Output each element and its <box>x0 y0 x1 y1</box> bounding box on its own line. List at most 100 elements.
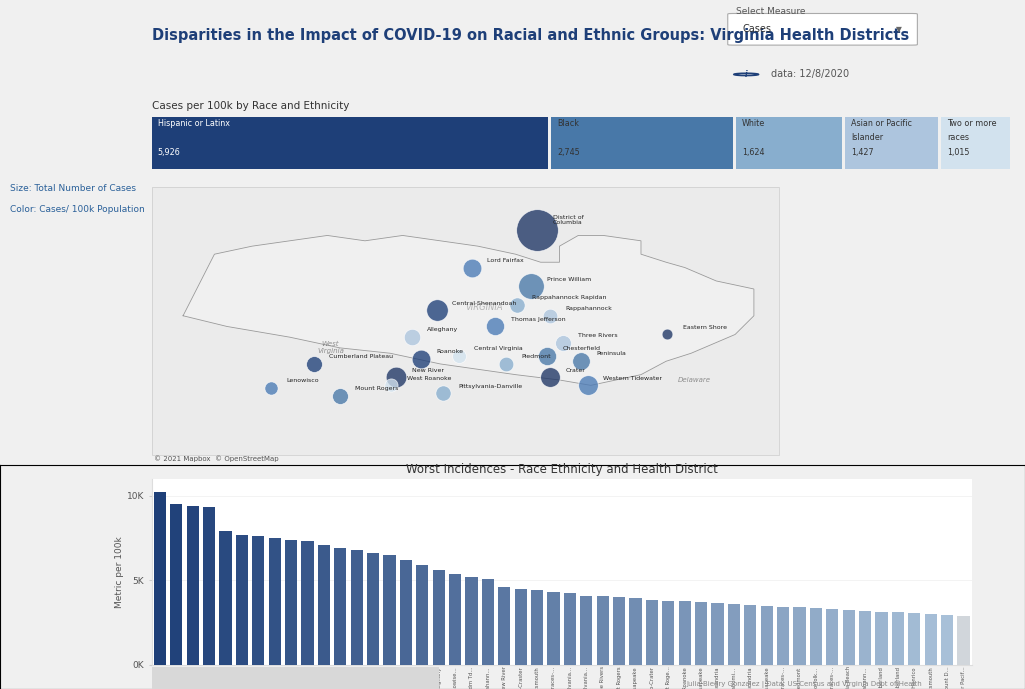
Point <box>383 380 400 391</box>
Bar <box>695 602 707 665</box>
Text: Chesterfield: Chesterfield <box>563 346 601 351</box>
Point <box>463 262 480 273</box>
Text: Asian or Pacific: Asian or Pacific <box>852 119 912 127</box>
Bar <box>728 604 740 665</box>
Bar <box>744 605 756 665</box>
Text: Hispanic or Latinx: Hispanic or Latinx <box>158 119 230 127</box>
Bar <box>416 565 428 665</box>
Point <box>413 353 429 364</box>
Text: Crater: Crater <box>566 367 585 373</box>
Text: Pittsylvania-Danville: Pittsylvania-Danville <box>459 384 523 389</box>
Point <box>388 372 405 383</box>
Bar <box>826 609 838 665</box>
Bar <box>646 599 658 665</box>
Text: Central Shenandoah: Central Shenandoah <box>452 300 517 306</box>
Text: Select Measure: Select Measure <box>736 8 806 17</box>
Bar <box>449 573 461 665</box>
Text: Julia Biedry Gonzalez | Data: US Census and Virginia Dept of Health: Julia Biedry Gonzalez | Data: US Census … <box>687 681 922 688</box>
Point <box>542 310 559 321</box>
Bar <box>679 601 691 665</box>
Text: Cases per 100k by Race and Ethnicity: Cases per 100k by Race and Ethnicity <box>152 101 350 111</box>
Bar <box>433 570 445 665</box>
Y-axis label: Metric per 100k: Metric per 100k <box>115 536 124 608</box>
Text: races: races <box>947 134 970 143</box>
FancyBboxPatch shape <box>152 187 779 455</box>
Bar <box>170 504 182 665</box>
Point <box>508 300 525 311</box>
Bar <box>367 553 379 665</box>
Text: Central Virginia: Central Virginia <box>475 346 523 351</box>
Bar <box>777 606 789 665</box>
Bar <box>187 506 199 665</box>
Bar <box>318 545 330 665</box>
Bar <box>482 579 494 665</box>
Title: Worst Incidences - Race Ethnicity and Health District: Worst Incidences - Race Ethnicity and He… <box>406 463 718 476</box>
Bar <box>550 117 733 169</box>
Text: i: i <box>745 70 747 79</box>
Bar <box>957 616 970 665</box>
Bar <box>152 117 547 169</box>
Text: 1,427: 1,427 <box>852 148 874 157</box>
Point <box>305 358 322 369</box>
Bar <box>498 587 510 665</box>
Bar <box>203 507 215 665</box>
Bar <box>400 560 412 665</box>
Point <box>539 351 556 362</box>
Text: Two or more: Two or more <box>947 119 997 127</box>
Text: Peninsula: Peninsula <box>597 351 626 356</box>
Bar <box>859 610 871 665</box>
Text: District of
Columbia: District of Columbia <box>552 214 583 225</box>
Text: West Roanoke: West Roanoke <box>407 376 451 380</box>
Point <box>262 382 279 393</box>
Text: 1,015: 1,015 <box>947 148 970 157</box>
Text: Cases: Cases <box>742 24 771 34</box>
Bar <box>941 615 953 665</box>
Bar <box>875 612 888 665</box>
Bar <box>154 493 166 665</box>
Text: Size: Total Number of Cases: Size: Total Number of Cases <box>10 185 136 194</box>
Text: Rappahannock: Rappahannock <box>566 306 612 311</box>
Text: 5,926: 5,926 <box>158 148 180 157</box>
Point <box>529 225 545 236</box>
Text: ▼: ▼ <box>896 25 902 34</box>
Point <box>404 331 420 342</box>
Text: Three Rivers: Three Rivers <box>578 333 618 338</box>
Point <box>579 380 596 391</box>
Text: © 2021 Mapbox  © OpenStreetMap: © 2021 Mapbox © OpenStreetMap <box>154 455 279 462</box>
Bar <box>711 603 724 665</box>
Bar <box>252 536 264 665</box>
Point <box>659 329 675 340</box>
Point <box>573 356 589 367</box>
Text: 1,624: 1,624 <box>742 148 765 157</box>
Bar <box>925 614 937 665</box>
Bar <box>761 606 773 665</box>
Bar <box>531 590 543 665</box>
Bar <box>793 608 806 665</box>
Bar <box>613 597 625 665</box>
Text: Prince William: Prince William <box>546 276 590 282</box>
Text: Eastern Shore: Eastern Shore <box>683 325 727 330</box>
Text: Cumberland Plateau: Cumberland Plateau <box>329 354 393 359</box>
Text: Alleghany: Alleghany <box>427 327 458 332</box>
Point <box>523 281 539 292</box>
FancyBboxPatch shape <box>728 14 917 45</box>
Point <box>555 337 571 348</box>
Bar <box>383 555 396 665</box>
Text: data: 12/8/2020: data: 12/8/2020 <box>771 70 849 79</box>
Point <box>487 321 503 332</box>
Bar <box>810 608 822 665</box>
Bar <box>515 589 527 665</box>
Bar <box>351 550 363 665</box>
Bar <box>152 187 779 455</box>
Text: 2,745: 2,745 <box>557 148 580 157</box>
Text: Delaware: Delaware <box>678 377 710 383</box>
Bar <box>236 535 248 665</box>
Text: VIRGINIA: VIRGINIA <box>465 303 503 312</box>
Point <box>451 351 467 362</box>
Text: Islander: Islander <box>852 134 884 143</box>
Bar <box>941 117 1010 169</box>
Bar <box>736 117 843 169</box>
Bar <box>564 593 576 665</box>
Bar <box>285 539 297 665</box>
Bar <box>597 597 609 665</box>
